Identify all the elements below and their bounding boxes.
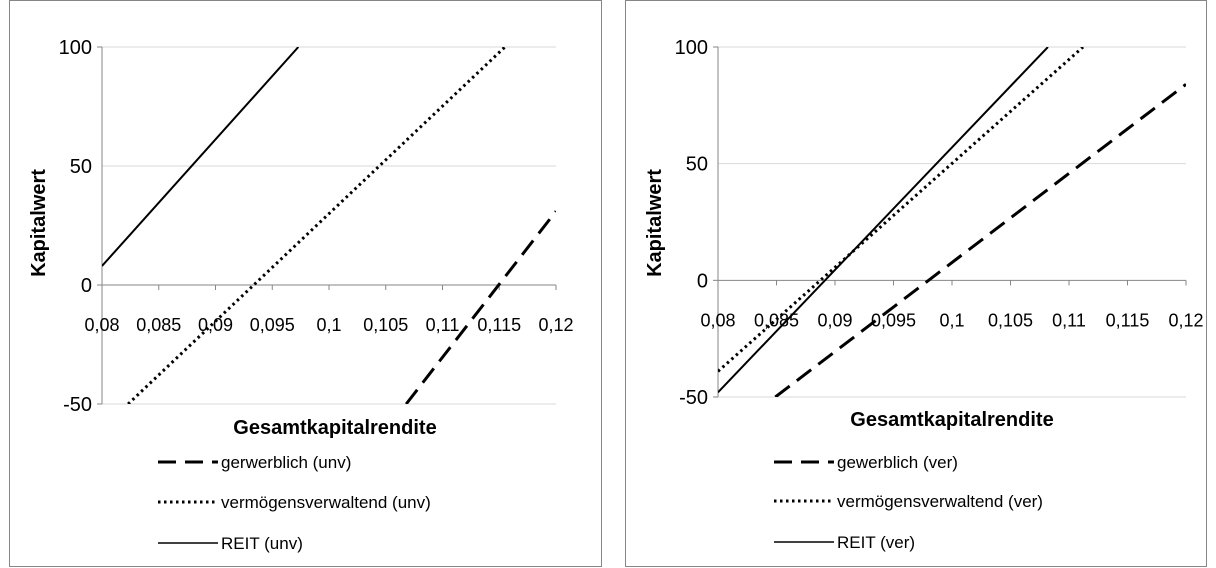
- series-line-2: [102, 47, 300, 267]
- series-line-2: [718, 47, 1049, 394]
- y-tick-label: 100: [675, 37, 708, 59]
- y-axis-title: Kapitalwert: [28, 169, 50, 277]
- chart-panel-right: 100 50 0 -50 0,08 0,085 0,09 0,095 0,1 0,105 0,11 0…: [625, 0, 1207, 567]
- x-tick-label: 0,085: [136, 315, 181, 335]
- y-tick-label: 50: [70, 156, 92, 178]
- y-tick-label: 0: [697, 270, 708, 292]
- y-tick-label: 0: [81, 275, 92, 297]
- y-tick-label: -50: [679, 387, 708, 409]
- y-tick-label: 50: [686, 154, 708, 176]
- x-tick-label: 0,08: [84, 315, 119, 335]
- series-line-0: [774, 83, 1186, 397]
- y-axis-title: Kapitalwert: [644, 169, 666, 277]
- x-tick-label: 0,105: [988, 310, 1033, 330]
- series-line-0: [404, 210, 556, 404]
- x-tick-label: 0,105: [363, 315, 408, 335]
- x-axis-title: Gesamtkapitalrendite: [850, 409, 1053, 431]
- legend-label-0: gewerblich (ver): [837, 453, 958, 472]
- x-tick-label: 0,12: [538, 315, 573, 335]
- x-tick-label: 0,08: [700, 310, 735, 330]
- x-tick-label: 0,1: [939, 310, 964, 330]
- x-tick-label: 0,09: [198, 315, 233, 335]
- chart-right: 100 50 0 -50 0,08 0,085 0,09 0,095 0,1 0,105 0,11 0…: [644, 37, 1204, 552]
- x-tick-label: 0,11: [1052, 310, 1086, 330]
- chart-panel-left: 100 50 0 -50 0,08 0,085 0,09 0,095 0,1 0,105 0,11 0…: [9, 0, 602, 567]
- legend-label-1: vermögensverwaltend (unv): [221, 493, 431, 512]
- x-tick-label: 0,115: [477, 315, 521, 335]
- x-tick-label: 0,095: [871, 310, 916, 330]
- legend-label-1: vermögensverwaltend (ver): [837, 492, 1043, 511]
- x-tick-label: 0,09: [817, 310, 852, 330]
- y-tick-label: 100: [59, 37, 92, 59]
- x-axis-title: Gesamtkapitalrendite: [233, 417, 436, 439]
- x-tick-label: 0,12: [1168, 310, 1203, 330]
- legend-label-2: REIT (ver): [837, 533, 915, 552]
- x-tick-label: 0,11: [426, 315, 460, 335]
- x-tick-label: 0,085: [754, 310, 799, 330]
- x-tick-label: 0,115: [1106, 310, 1150, 330]
- legend-label-2: REIT (unv): [221, 534, 303, 553]
- series-line-1: [127, 47, 506, 404]
- x-tick-label: 0,095: [250, 315, 295, 335]
- x-tick-label: 0,1: [316, 315, 341, 335]
- legend-label-0: gerwerblich (unv): [221, 453, 351, 472]
- y-tick-label: -50: [63, 394, 92, 416]
- chart-left: 100 50 0 -50 0,08 0,085 0,09 0,095 0,1 0,105 0,11 0…: [28, 37, 574, 553]
